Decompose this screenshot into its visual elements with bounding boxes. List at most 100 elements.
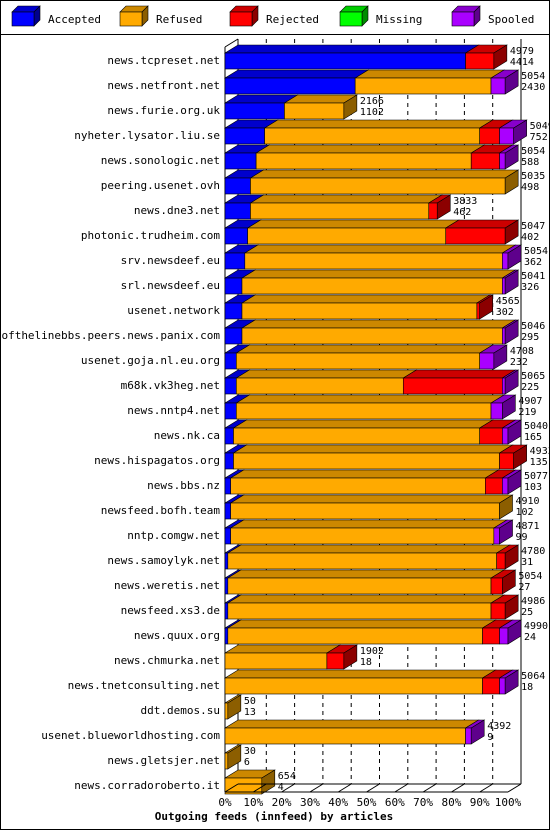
bar-segment-top-refused <box>235 369 418 379</box>
feed-label: ddt.demos.su <box>141 704 220 717</box>
bar-segment-refused <box>233 452 500 470</box>
x-tick <box>507 783 522 793</box>
legend-swatch <box>229 11 253 27</box>
bar-segment-spooled <box>499 677 506 695</box>
bar-segment-refused <box>264 127 480 145</box>
bar-value-accepted: 4414 <box>510 57 534 68</box>
bar-segment-refused <box>227 602 492 620</box>
bar-value-offered: 5040 <box>524 421 548 432</box>
bar-segment-accepted <box>224 52 466 70</box>
feed-label: endofthelinebbs.peers.news.panix.com <box>0 329 220 342</box>
bar-segment-side-rejected <box>513 444 527 470</box>
bar-segment-spooled <box>502 427 509 445</box>
bar-segment-side-rejected <box>504 594 519 620</box>
bar-value-accepted: 165 <box>524 432 542 443</box>
x-tick-label: 40% <box>328 796 348 809</box>
bar-segment-side-rejected <box>493 44 508 70</box>
bar-segment-rejected <box>499 452 514 470</box>
bar-segment-spooled <box>490 77 506 95</box>
legend-label: Spooled <box>488 13 534 26</box>
bar-segment-rejected <box>445 227 506 245</box>
bar-segment-top-refused <box>232 419 494 429</box>
bar-value-accepted: 25 <box>521 607 533 618</box>
bar-value-offered: 4933 <box>530 446 550 457</box>
bar-value-accepted: 18 <box>360 657 372 668</box>
x-tick-label: 10% <box>243 796 263 809</box>
x-tick-label: 100% <box>495 796 522 809</box>
bar-segment-accepted <box>224 327 243 345</box>
bar-segment-refused <box>224 752 229 770</box>
bar-segment-accepted <box>224 502 231 520</box>
legend-swatch <box>451 11 475 27</box>
feed-label: news.netfront.net <box>107 79 220 92</box>
bar-segment-top-refused <box>240 319 517 329</box>
bar-segment-side-rejected <box>436 194 451 220</box>
bar-value-accepted: 27 <box>518 582 530 593</box>
bar-segment-refused <box>227 577 492 595</box>
bar-segment-top-refused <box>243 244 517 254</box>
bar-value-offered: 5046 <box>521 321 545 332</box>
bar-value-offered: 5064 <box>521 671 545 682</box>
bar-value-offered: 4986 <box>521 596 545 607</box>
x-tick <box>253 783 267 793</box>
bar-segment-refused <box>230 477 486 495</box>
bar-segment-top-refused <box>249 194 443 204</box>
x-tick <box>309 783 324 793</box>
legend-label: Refused <box>156 13 202 26</box>
legend-item-rejected: Rejected <box>229 5 319 27</box>
bar-value-offered: 5054 <box>521 71 545 82</box>
feed-label: photonic.trudheim.com <box>81 229 220 242</box>
bars: 4979441450542430216611025049752505458850… <box>223 44 550 795</box>
bar-value-accepted: 326 <box>521 282 539 293</box>
bar-segment-side-spooled <box>470 719 485 745</box>
bar-segment-refused <box>241 277 503 295</box>
feed-label: news.gletsjer.net <box>107 754 220 767</box>
bar-segment-accepted <box>224 102 285 120</box>
bar-news-gletsjer-net: 306 <box>223 744 256 770</box>
axis-depth-line <box>224 38 239 48</box>
bar-segment-accepted <box>224 402 237 420</box>
bar-value-offered: 5054 <box>524 246 548 257</box>
bar-segment-rejected <box>465 52 495 70</box>
bar-segment-top-accepted <box>223 44 480 54</box>
bar-value-offered: 654 <box>278 771 296 782</box>
bar-segment-side-refused <box>261 769 276 795</box>
bar-value-offered: 3833 <box>453 196 477 207</box>
bar-segment-side-rejected <box>343 644 358 670</box>
feed-label: newsfeed.xs3.de <box>121 604 220 617</box>
bar-segment-refused <box>241 302 478 320</box>
bar-value-accepted: 135 <box>530 457 548 468</box>
feed-label: news.sonologic.net <box>101 154 220 167</box>
bar-segment-spooled <box>465 727 472 745</box>
bar-value-accepted: 232 <box>510 357 528 368</box>
bar-segment-refused <box>224 677 483 695</box>
bar-segment-spooled <box>479 352 495 370</box>
legend-item-missing: Missing <box>339 5 422 27</box>
bar-segment-top-refused <box>246 219 460 229</box>
x-tick-label: 0% <box>218 796 232 809</box>
bar-segment-spooled <box>502 327 506 345</box>
bar-value-offered: 4708 <box>510 346 534 357</box>
feed-label: usenet.network <box>127 304 220 317</box>
feed-label: nyheter.lysator.liu.se <box>74 129 220 142</box>
bar-segment-rejected <box>482 627 500 645</box>
bar-segment-rejected <box>402 377 503 395</box>
bar-segment-refused <box>230 502 500 520</box>
bar-value-offered: 5054 <box>518 571 542 582</box>
bar-value-accepted: 99 <box>516 532 528 543</box>
bar-segment-side-spooled <box>499 519 513 545</box>
bar-segment-refused <box>236 352 481 370</box>
legend-item-refused: Refused <box>119 5 202 27</box>
bar-segment-accepted <box>224 277 243 295</box>
bar-segment-rejected <box>496 552 506 570</box>
bar-value-accepted: 402 <box>521 232 539 243</box>
feed-label: srl.newsdeef.eu <box>121 279 220 292</box>
x-tick <box>394 783 409 793</box>
bar-segment-side-rejected <box>479 294 494 320</box>
bar-segment-refused <box>224 727 466 745</box>
